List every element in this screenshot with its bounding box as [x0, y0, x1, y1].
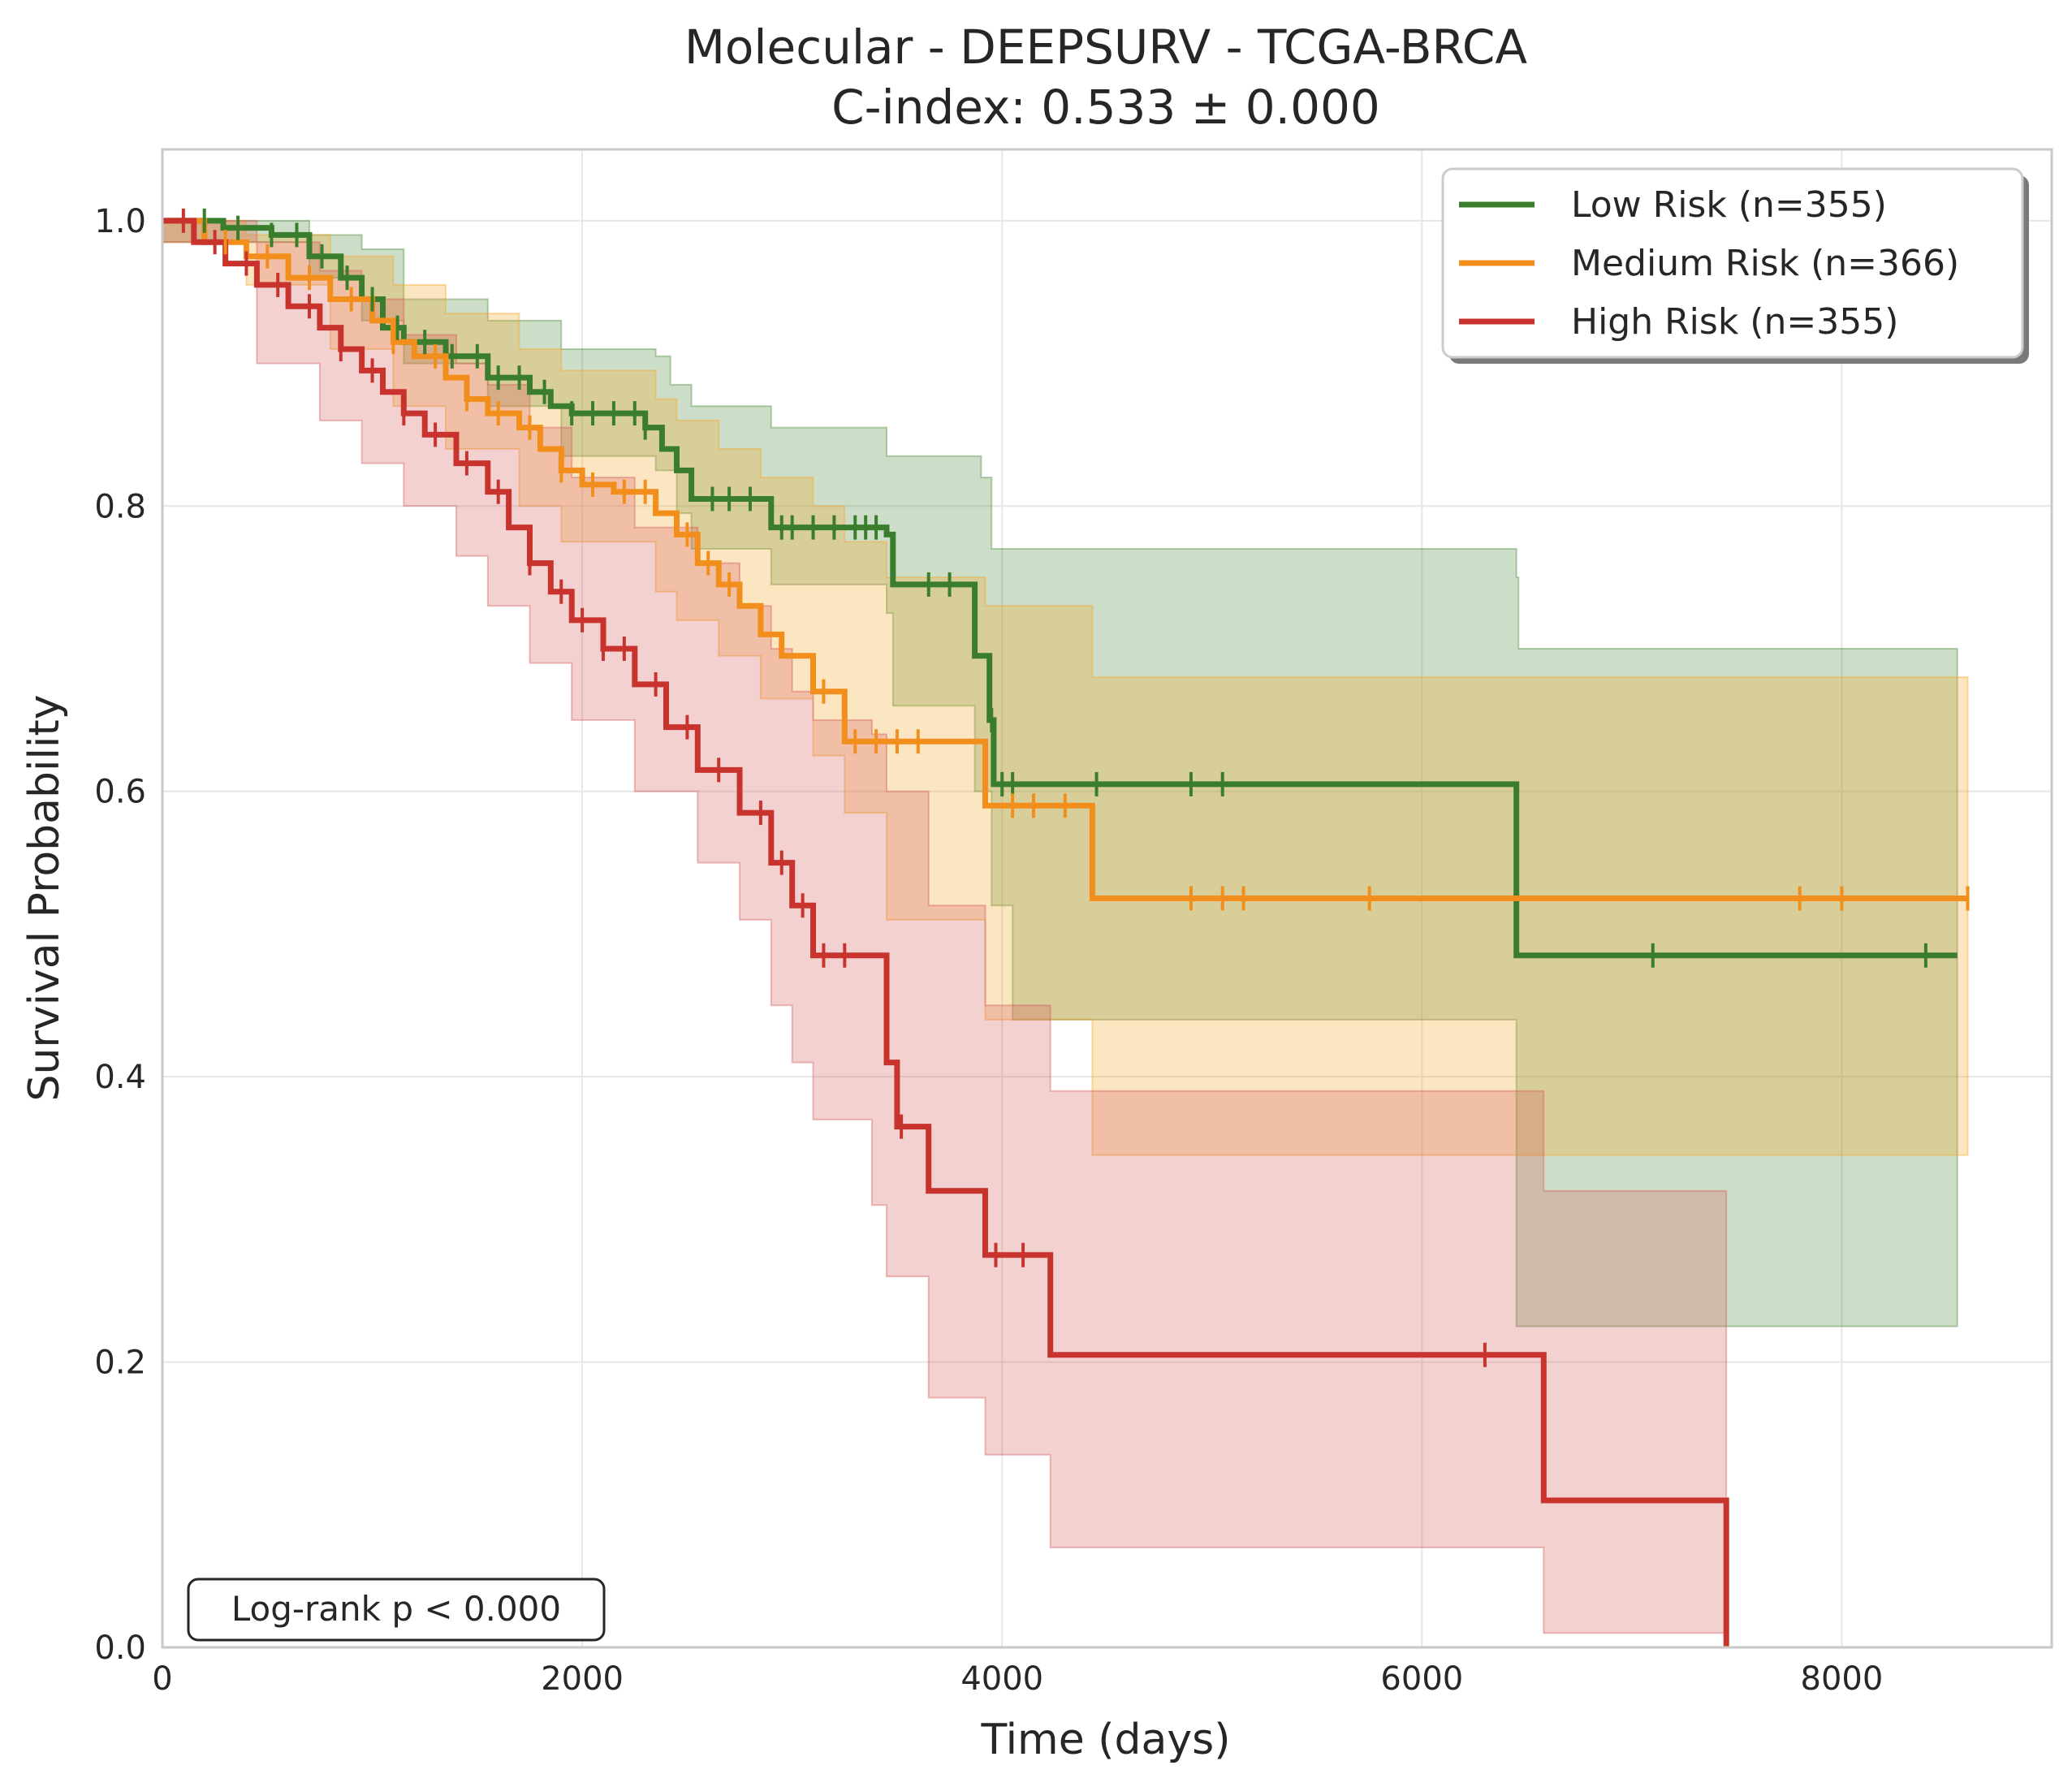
y-axis-label: Survival Probability — [20, 694, 69, 1101]
y-tick-label: 0.8 — [94, 488, 146, 525]
x-tick-label: 0 — [152, 1660, 172, 1698]
y-tick-label: 1.0 — [94, 203, 146, 240]
x-axis-ticks: 0 2000 4000 6000 8000 — [152, 1660, 1883, 1698]
x-tick-label: 4000 — [960, 1660, 1043, 1698]
x-tick-label: 6000 — [1380, 1660, 1463, 1698]
y-tick-label: 0.4 — [94, 1059, 146, 1096]
annotation-box — [187, 1578, 606, 1642]
legend: Low Risk (n=355) Medium Risk (n=366) High … — [1441, 167, 2029, 364]
legend-label: Low Risk (n=355) — [1571, 184, 1887, 226]
y-tick-label: 0.6 — [94, 774, 146, 811]
x-axis-label: Time (days) — [980, 1716, 1230, 1764]
annotation-text: Log-rank p < 0.000 — [231, 1589, 561, 1629]
ci-band-0 — [162, 219, 1958, 1327]
y-axis-ticks: 0.0 0.2 0.4 0.6 0.8 1.0 — [94, 203, 146, 1667]
legend-box — [1441, 167, 2024, 359]
y-tick-label: 0.0 — [94, 1629, 146, 1667]
survival-line-2 — [162, 218, 1729, 1647]
chart-subtitle: C-index: 0.533 ± 0.000 — [831, 80, 1380, 135]
x-tick-label: 2000 — [541, 1660, 624, 1698]
plot-frame — [161, 148, 2053, 1649]
legend-items: Low Risk (n=355) Medium Risk (n=366) High … — [1459, 184, 1959, 343]
y-tick-label: 0.2 — [94, 1345, 146, 1382]
log-rank-annotation: Log-rank p < 0.000 — [187, 1578, 606, 1642]
legend-label: High Risk (n=355) — [1571, 301, 1898, 343]
x-tick-label: 8000 — [1801, 1660, 1884, 1698]
legend-label: Medium Risk (n=366) — [1571, 243, 1959, 284]
chart-title: Molecular - DEEPSURV - TCGA-BRCA — [684, 19, 1528, 75]
censor-ticks — [181, 208, 1970, 1367]
